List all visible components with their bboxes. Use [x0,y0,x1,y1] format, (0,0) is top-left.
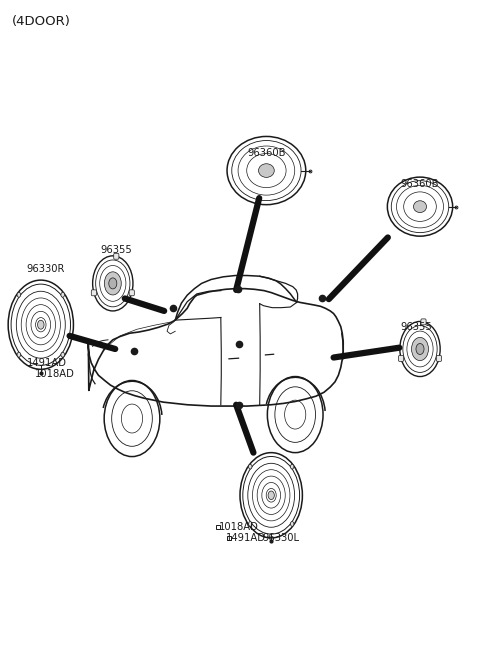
Circle shape [61,293,64,297]
Circle shape [268,491,275,500]
FancyBboxPatch shape [114,253,119,259]
Circle shape [249,522,252,526]
Ellipse shape [259,164,274,177]
Text: 96360B: 96360B [401,179,439,189]
Circle shape [249,464,252,469]
Text: 96355: 96355 [401,322,432,332]
FancyBboxPatch shape [91,290,96,296]
Text: (4DOOR): (4DOOR) [12,15,71,28]
Text: 96330L: 96330L [262,533,299,543]
Text: 96360B: 96360B [247,148,286,158]
Text: 1018AD: 1018AD [35,369,74,379]
Circle shape [109,278,117,289]
FancyBboxPatch shape [436,356,442,361]
Text: 96355: 96355 [101,245,132,255]
Circle shape [416,344,424,354]
Circle shape [37,320,44,329]
Circle shape [290,522,294,526]
FancyBboxPatch shape [398,356,404,361]
Circle shape [17,293,21,297]
FancyBboxPatch shape [421,319,426,325]
Circle shape [290,464,294,469]
Text: 1491AD: 1491AD [26,358,66,368]
Circle shape [17,352,21,357]
Circle shape [61,352,64,357]
Text: 1491AD: 1491AD [226,533,265,543]
Text: 1018AD: 1018AD [218,522,258,532]
FancyBboxPatch shape [129,290,134,296]
Ellipse shape [413,201,427,213]
Circle shape [104,272,121,295]
Text: 96330R: 96330R [26,264,65,274]
Circle shape [411,337,429,361]
